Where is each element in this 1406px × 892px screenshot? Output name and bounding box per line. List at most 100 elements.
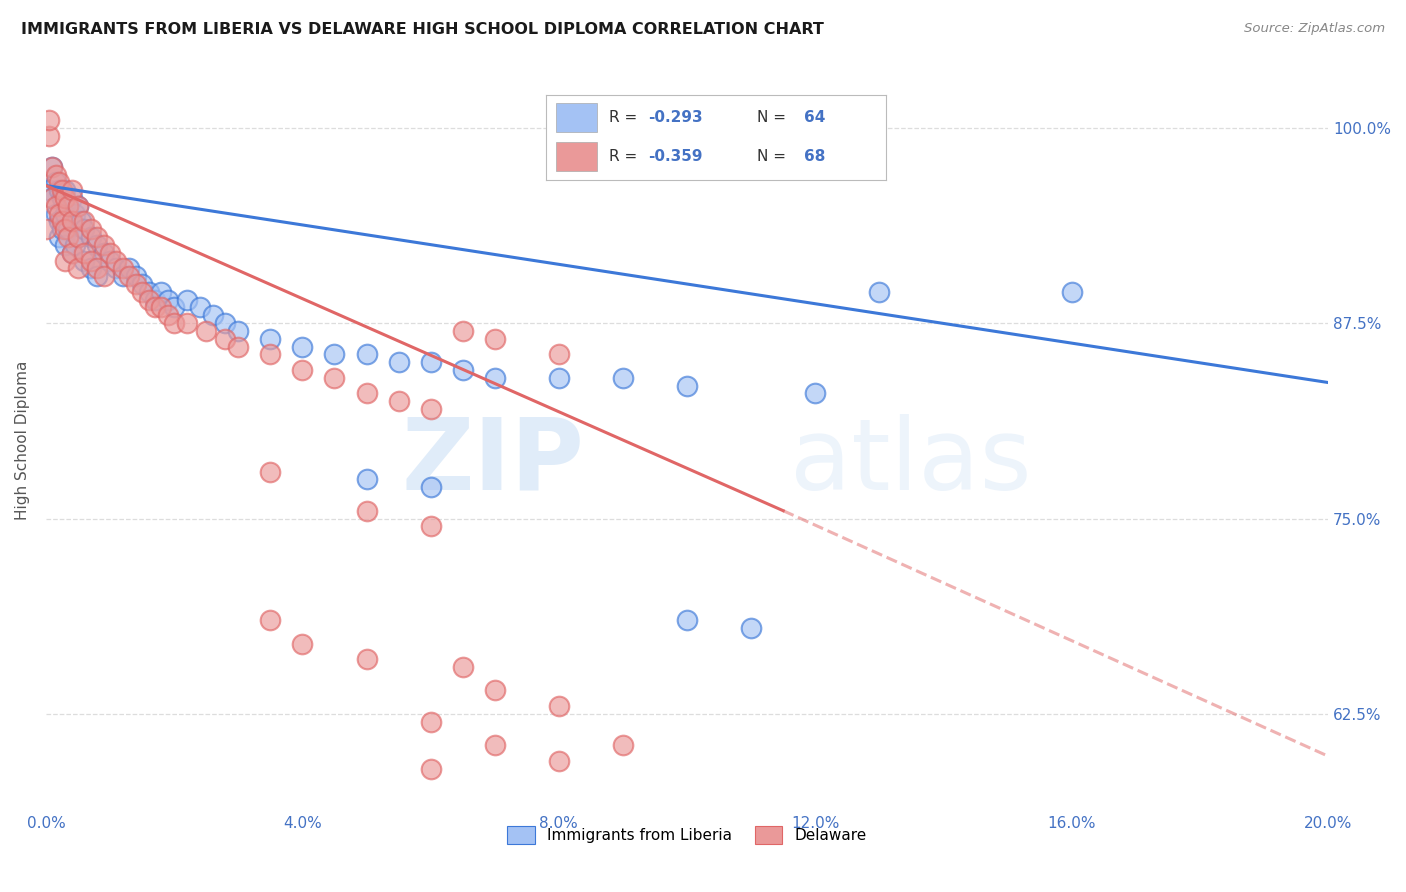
Point: [125, 269, 148, 284]
Y-axis label: High School Diploma: High School Diploma: [15, 360, 30, 520]
Point: [612, 371, 634, 385]
Point: [323, 371, 346, 385]
Point: [86, 238, 108, 252]
Point: [612, 738, 634, 752]
Point: [38, 183, 60, 197]
Point: [45, 207, 67, 221]
Point: [163, 316, 186, 330]
Point: [60, 245, 83, 260]
Legend: Immigrants from Liberia, Delaware: Immigrants from Liberia, Delaware: [508, 826, 868, 844]
Point: [547, 347, 569, 361]
Point: [259, 347, 281, 361]
Point: [105, 253, 128, 268]
Point: [60, 214, 83, 228]
Point: [53, 207, 76, 221]
Point: [143, 301, 166, 315]
Point: [73, 214, 96, 228]
Point: [484, 738, 506, 752]
Point: [41, 160, 63, 174]
Point: [66, 230, 89, 244]
Point: [484, 683, 506, 698]
Point: [80, 261, 103, 276]
Point: [60, 214, 83, 228]
Point: [60, 183, 83, 197]
Point: [156, 293, 179, 307]
Point: [48, 214, 70, 228]
Point: [163, 301, 186, 315]
Point: [51, 183, 73, 197]
Point: [51, 222, 73, 236]
Point: [150, 285, 173, 299]
Point: [451, 324, 474, 338]
Point: [45, 168, 67, 182]
Point: [48, 175, 70, 189]
Point: [1060, 285, 1083, 299]
Point: [51, 214, 73, 228]
Point: [259, 613, 281, 627]
Point: [176, 293, 198, 307]
Point: [226, 340, 249, 354]
Point: [156, 308, 179, 322]
Point: [356, 472, 378, 486]
Point: [53, 222, 76, 236]
Point: [98, 253, 121, 268]
Point: [291, 637, 314, 651]
Point: [111, 269, 134, 284]
Point: [259, 332, 281, 346]
Text: ZIP: ZIP: [402, 414, 585, 511]
Point: [53, 238, 76, 252]
Point: [38, 112, 60, 127]
Point: [291, 340, 314, 354]
Point: [60, 245, 83, 260]
Point: [73, 222, 96, 236]
Point: [143, 293, 166, 307]
Point: [214, 332, 236, 346]
Point: [291, 363, 314, 377]
Text: atlas: atlas: [790, 414, 1031, 511]
Point: [868, 285, 890, 299]
Point: [547, 754, 569, 768]
Point: [387, 394, 409, 409]
Point: [53, 191, 76, 205]
Point: [740, 621, 762, 635]
Point: [676, 378, 699, 392]
Point: [93, 269, 115, 284]
Point: [66, 230, 89, 244]
Point: [131, 277, 153, 291]
Point: [323, 347, 346, 361]
Point: [451, 363, 474, 377]
Point: [41, 160, 63, 174]
Point: [48, 230, 70, 244]
Point: [98, 245, 121, 260]
Point: [451, 660, 474, 674]
Point: [356, 652, 378, 666]
Point: [356, 347, 378, 361]
Point: [48, 183, 70, 197]
Point: [53, 183, 76, 197]
Point: [51, 191, 73, 205]
Point: [419, 714, 441, 729]
Point: [676, 613, 699, 627]
Point: [80, 222, 103, 236]
Point: [80, 230, 103, 244]
Point: [419, 762, 441, 776]
Point: [66, 199, 89, 213]
Point: [125, 277, 148, 291]
Point: [63, 207, 86, 221]
Point: [419, 480, 441, 494]
Point: [66, 261, 89, 276]
Point: [176, 316, 198, 330]
Point: [547, 699, 569, 714]
Point: [60, 191, 83, 205]
Point: [58, 222, 80, 236]
Point: [195, 324, 218, 338]
Point: [419, 355, 441, 369]
Point: [86, 269, 108, 284]
Point: [63, 238, 86, 252]
Point: [80, 253, 103, 268]
Point: [356, 504, 378, 518]
Point: [41, 191, 63, 205]
Point: [804, 386, 827, 401]
Point: [41, 191, 63, 205]
Point: [66, 199, 89, 213]
